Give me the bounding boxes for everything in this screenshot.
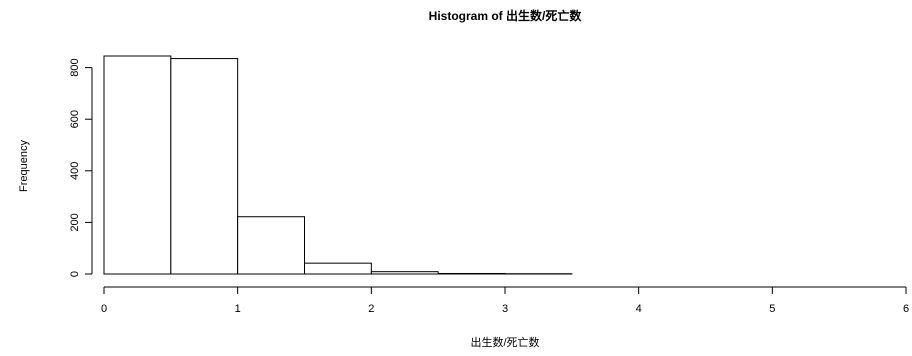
y-tick-label: 600 [69,110,81,128]
bars-layer [104,56,572,274]
histogram-bar [238,217,305,274]
x-tick-label: 1 [235,303,241,315]
histogram-bar [305,263,372,274]
x-tick-label: 5 [769,303,775,315]
chart-title: Histogram of 出生数/死亡数 [429,8,583,23]
x-tick-label: 3 [502,303,508,315]
x-tick-label: 6 [903,303,909,315]
y-tick-label: 400 [69,162,81,180]
x-tick-label: 2 [368,303,374,315]
histogram-bar [104,56,171,274]
x-tick-label: 4 [636,303,642,315]
histogram-bar [438,273,505,274]
histogram-bar [171,59,238,274]
x-axis-label: 出生数/死亡数 [470,335,539,349]
y-tick-label: 800 [69,58,81,76]
histogram-bar [371,272,438,274]
y-axis-label: Frequency [18,140,30,192]
x-tick-label: 0 [101,303,107,315]
y-tick-label: 200 [69,213,81,231]
x-axis: 0 1 2 3 4 5 6 [101,287,909,315]
y-tick-label: 0 [69,271,81,277]
y-axis: 0 200 400 600 800 [69,58,92,277]
